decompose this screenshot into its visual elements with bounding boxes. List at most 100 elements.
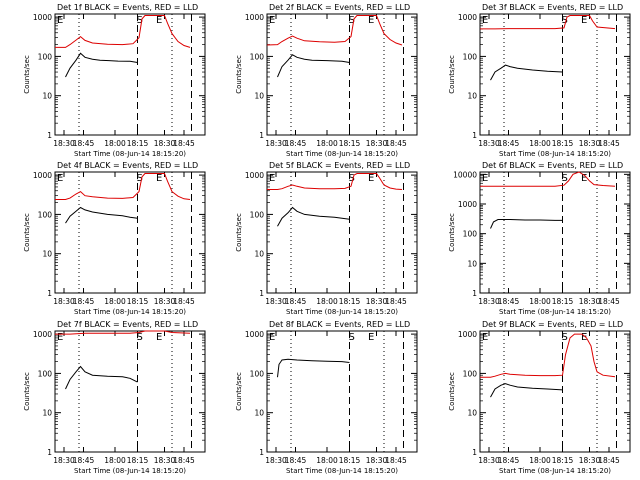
plot-frame xyxy=(266,13,418,136)
event-marker-e: E xyxy=(581,173,587,184)
events-series-line xyxy=(277,54,350,78)
plot-frame xyxy=(479,13,631,136)
x-tick-label: 18:45 xyxy=(173,456,195,465)
x-tick-label: 18:00 xyxy=(316,139,338,148)
panel-4: Det 4f BLACK = Events, RED = LLD 1 10 100 10… xyxy=(23,161,206,316)
event-marker-e: E xyxy=(269,15,275,26)
event-marker-e: E xyxy=(269,332,275,343)
x-tick-label: 18:45 xyxy=(173,297,195,306)
x-tick-label: 18:30 xyxy=(53,139,75,148)
x-tick-label: 18:45 xyxy=(285,297,307,306)
x-axis-label: Start Time (08-Jun-14 18:15:20) xyxy=(74,308,186,316)
x-tick-label: 18:45 xyxy=(598,456,620,465)
y-tick-label: 1 xyxy=(47,448,52,457)
y-axis-label: Counts/sec xyxy=(235,55,243,94)
event-marker-e: E xyxy=(482,173,488,184)
event-marker-e: E xyxy=(57,332,63,343)
events-series-line xyxy=(490,64,563,81)
y-tick-label: 1000 xyxy=(458,13,477,22)
y-axis-label: Counts/sec xyxy=(235,213,243,252)
y-tick-label: 10 xyxy=(42,250,52,259)
event-marker-e: E xyxy=(581,15,587,26)
x-tick-label: 18:45 xyxy=(498,297,520,306)
x-tick-label: 18:30 xyxy=(366,297,388,306)
x-tick-label: 18:45 xyxy=(385,297,407,306)
y-tick-label: 10 xyxy=(467,409,477,418)
x-axis-label: Start Time (08-Jun-14 18:15:20) xyxy=(286,467,398,475)
events-series-line xyxy=(65,206,138,224)
x-tick-label: 18:45 xyxy=(498,139,520,148)
y-tick-label: 1 xyxy=(259,448,264,457)
y-tick-label: 100 xyxy=(38,52,53,61)
event-marker-s: S xyxy=(137,15,143,26)
event-marker-e: E xyxy=(368,332,374,343)
y-tick-label: 100 xyxy=(463,369,478,378)
x-tick-label: 18:15 xyxy=(339,139,361,148)
lld-series-line xyxy=(480,171,616,187)
y-tick-label: 100 xyxy=(250,369,265,378)
event-marker-s: S xyxy=(562,173,568,184)
x-tick-label: 18:45 xyxy=(73,139,95,148)
plot-frame xyxy=(266,171,418,294)
y-axis-label: Counts/sec xyxy=(448,372,456,411)
x-tick-label: 18:30 xyxy=(265,297,287,306)
y-tick-label: 1000 xyxy=(458,330,477,339)
y-tick-label: 100 xyxy=(38,210,53,219)
plot-frame xyxy=(54,330,206,453)
events-series-line xyxy=(277,206,350,227)
x-tick-label: 18:45 xyxy=(73,297,95,306)
x-tick-label: 18:45 xyxy=(173,139,195,148)
event-marker-e: E xyxy=(581,332,587,343)
x-axis-label: Start Time (08-Jun-14 18:15:20) xyxy=(286,150,398,158)
x-tick-label: 18:15 xyxy=(552,297,574,306)
event-marker-e: E xyxy=(269,173,275,184)
x-tick-label: 18:15 xyxy=(552,139,574,148)
events-series-line xyxy=(65,52,138,78)
panel-8: Det 8f BLACK = Events, RED = LLD 1 10 100 10… xyxy=(235,320,418,475)
x-tick-label: 18:45 xyxy=(598,139,620,148)
y-axis-label: Counts/sec xyxy=(235,372,243,411)
lld-series-line xyxy=(267,173,403,190)
events-series-line xyxy=(490,383,563,398)
y-tick-label: 10 xyxy=(254,92,264,101)
event-marker-e: E xyxy=(368,15,374,26)
y-axis-label: Counts/sec xyxy=(23,55,31,94)
x-axis-label: Start Time (08-Jun-14 18:15:20) xyxy=(286,308,398,316)
panel-title: Det 3f BLACK = Events, RED = LLD xyxy=(482,3,623,12)
x-tick-label: 18:15 xyxy=(339,456,361,465)
x-tick-label: 18:00 xyxy=(104,297,126,306)
y-tick-label: 100 xyxy=(38,369,53,378)
x-tick-label: 18:15 xyxy=(552,456,574,465)
x-tick-label: 18:30 xyxy=(478,297,500,306)
events-series-line xyxy=(65,365,138,390)
event-marker-s: S xyxy=(349,15,355,26)
y-tick-label: 1000 xyxy=(245,171,264,180)
event-marker-e: E xyxy=(482,332,488,343)
x-tick-label: 18:00 xyxy=(316,297,338,306)
panel-title: Det 6f BLACK = Events, RED = LLD xyxy=(482,161,623,170)
panel-title: Det 2f BLACK = Events, RED = LLD xyxy=(269,3,410,12)
y-tick-label: 10 xyxy=(42,92,52,101)
y-axis-label: Counts/sec xyxy=(23,213,31,252)
y-tick-label: 10 xyxy=(254,250,264,259)
panel-title: Det 8f BLACK = Events, RED = LLD xyxy=(269,320,410,329)
x-axis-label: Start Time (08-Jun-14 18:15:20) xyxy=(499,308,611,316)
y-tick-label: 10 xyxy=(254,409,264,418)
x-tick-label: 18:30 xyxy=(579,456,601,465)
y-tick-label: 1 xyxy=(47,289,52,298)
x-tick-label: 18:30 xyxy=(579,297,601,306)
x-tick-label: 18:30 xyxy=(154,139,176,148)
lld-series-line xyxy=(480,15,616,30)
lld-series-line xyxy=(55,173,191,200)
panel-7: Det 7f BLACK = Events, RED = LLD 1 10 100 10… xyxy=(23,320,206,475)
lld-series-line xyxy=(480,333,616,378)
panel-2: Det 2f BLACK = Events, RED = LLD 1 10 100 10… xyxy=(235,3,418,158)
y-tick-label: 10000 xyxy=(453,170,477,179)
x-axis-label: Start Time (08-Jun-14 18:15:20) xyxy=(499,467,611,475)
x-tick-label: 18:00 xyxy=(529,139,551,148)
y-tick-label: 10 xyxy=(42,409,52,418)
event-marker-s: S xyxy=(562,332,568,343)
x-tick-label: 18:15 xyxy=(127,297,149,306)
event-marker-e: E xyxy=(156,173,162,184)
